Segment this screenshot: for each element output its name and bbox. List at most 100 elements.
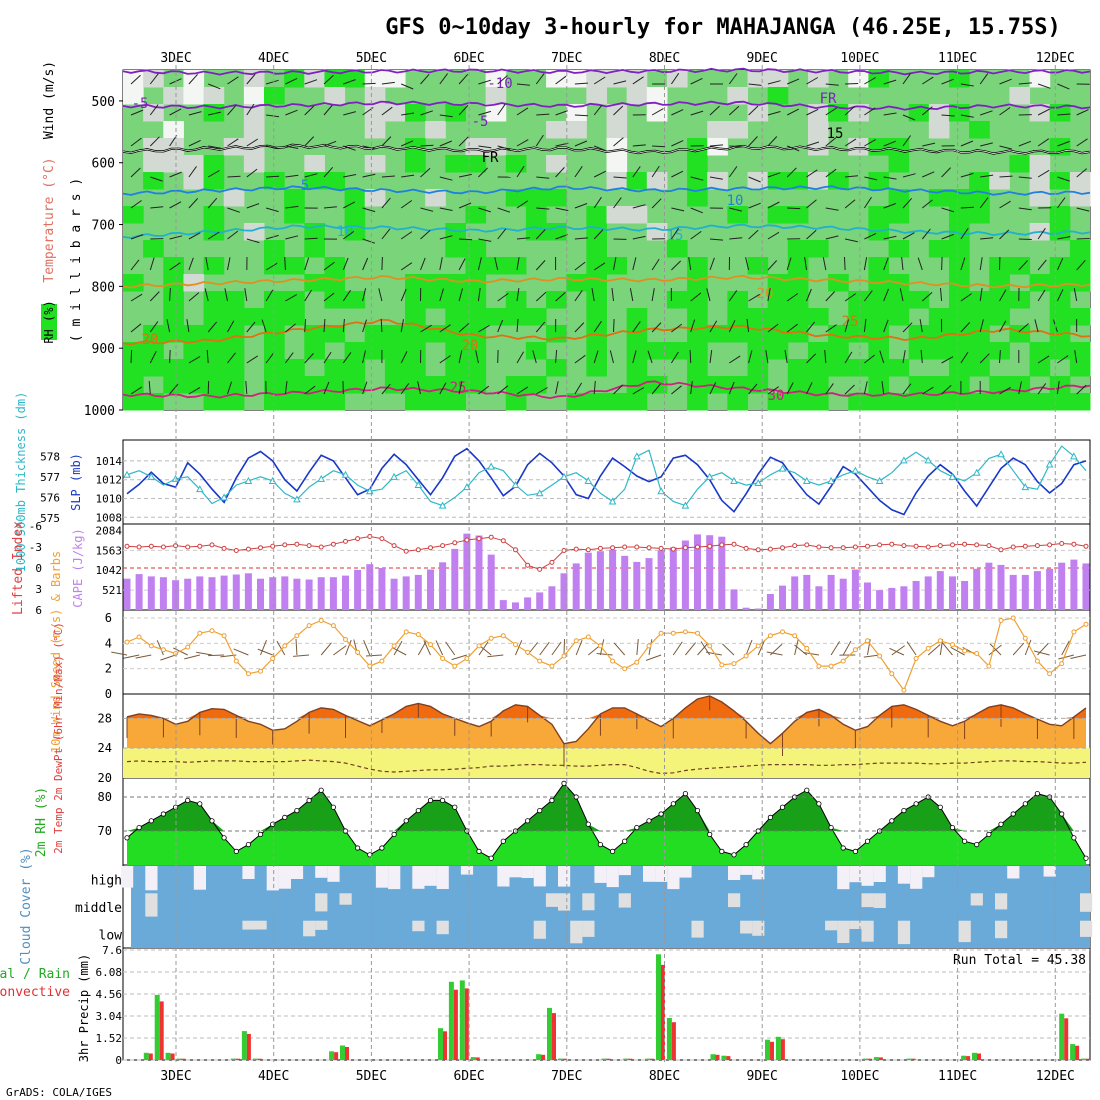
cape-bar bbox=[1082, 563, 1090, 610]
wind-speed-point bbox=[937, 638, 943, 644]
rh-shade-cell bbox=[546, 155, 567, 173]
wind-barb bbox=[149, 291, 160, 302]
wind-barb bbox=[709, 238, 724, 241]
cloud-gap bbox=[327, 866, 340, 882]
rh2m-point bbox=[427, 797, 434, 804]
wind-barb bbox=[574, 114, 588, 117]
wind-tick-label: 4 bbox=[105, 636, 112, 650]
rh-shade-cell bbox=[787, 274, 809, 292]
wind-barb bbox=[285, 174, 299, 178]
rh-shade-cell bbox=[747, 308, 769, 326]
wind-barb bbox=[746, 319, 750, 333]
wind-barb bbox=[787, 145, 800, 152]
rh-shade-cell bbox=[868, 376, 890, 394]
wind-barb bbox=[709, 176, 723, 180]
wind-barb bbox=[670, 351, 679, 364]
rh2m-point bbox=[415, 807, 421, 814]
li-point bbox=[403, 548, 409, 554]
rh-shade-cell bbox=[163, 87, 184, 105]
li-point bbox=[355, 536, 361, 542]
wind-barb bbox=[381, 383, 391, 395]
thickness-point bbox=[827, 476, 835, 484]
wind-barb bbox=[574, 140, 588, 147]
wind-barb bbox=[632, 321, 641, 333]
wind-barb bbox=[767, 80, 781, 85]
cape-bar bbox=[645, 558, 653, 610]
wind-barb bbox=[265, 262, 278, 271]
wind-barb bbox=[130, 74, 141, 85]
rh-shade-cell bbox=[626, 87, 648, 105]
rh-shade-cell bbox=[485, 104, 507, 122]
wind-speed-point bbox=[258, 668, 263, 674]
wind-barb bbox=[902, 350, 906, 364]
rh-shade-cell bbox=[586, 223, 607, 241]
wind-barb bbox=[919, 319, 923, 333]
rh-shade-cell bbox=[969, 121, 990, 139]
wind-barb bbox=[149, 321, 159, 333]
rh-shade-cell bbox=[304, 393, 325, 411]
rh-shade-cell bbox=[384, 359, 406, 377]
rh-shade-cell bbox=[324, 359, 346, 377]
cape-tick-label: 1563 bbox=[96, 544, 123, 557]
rh-shade-cell bbox=[828, 172, 849, 190]
cloud-gap bbox=[558, 893, 571, 911]
wind-barb bbox=[265, 289, 274, 302]
cloud-gap bbox=[375, 866, 389, 888]
wind-barb bbox=[632, 76, 644, 85]
wind-barb bbox=[516, 237, 530, 240]
rh-shade-cell bbox=[143, 342, 164, 360]
rh-shade-cell bbox=[888, 308, 910, 326]
cape-bar bbox=[669, 547, 677, 610]
wind-barb bbox=[806, 288, 812, 302]
rh-shade-cell bbox=[767, 274, 789, 292]
wind-barb bbox=[613, 318, 615, 333]
wind-barb bbox=[671, 170, 684, 178]
cape-bar bbox=[1009, 574, 1017, 610]
rh-shade-cell bbox=[989, 308, 1010, 326]
wind-barb bbox=[186, 319, 190, 333]
wind-barb bbox=[652, 145, 666, 148]
wind-barb bbox=[901, 257, 904, 271]
wind-barb bbox=[748, 105, 759, 116]
cape-ylabel-group: Lifted Index bbox=[11, 521, 26, 615]
rh2m-point bbox=[524, 818, 531, 824]
cape-bar bbox=[354, 569, 362, 610]
wind-barb bbox=[999, 320, 1007, 333]
wind-barb bbox=[207, 197, 218, 209]
contour-label: 25 bbox=[842, 314, 859, 330]
wind-tick-label: 2 bbox=[105, 662, 112, 676]
thickness-point bbox=[438, 501, 447, 509]
rh-shade-cell bbox=[969, 206, 990, 224]
cloud-gap bbox=[861, 866, 874, 886]
wind-barb bbox=[980, 142, 993, 147]
wind-barb bbox=[629, 288, 634, 302]
rh-shade-cell bbox=[405, 393, 426, 411]
cloud-gap bbox=[582, 893, 595, 911]
wind-barb bbox=[864, 232, 877, 240]
rh-shade-cell bbox=[445, 240, 466, 258]
rh-shade-cell bbox=[445, 308, 466, 326]
wind-barb bbox=[822, 257, 827, 271]
rh-tick-label: 80 bbox=[98, 790, 112, 804]
cape-bar bbox=[621, 555, 629, 610]
rh-shade-cell bbox=[364, 104, 386, 122]
rh-shade-cell bbox=[223, 325, 245, 343]
cape-bar bbox=[172, 580, 180, 610]
wind-barb bbox=[478, 79, 491, 85]
rh-shade-cell bbox=[948, 376, 970, 394]
precip-total-bar bbox=[165, 1052, 171, 1060]
wind-barb bbox=[670, 73, 680, 85]
wind-barb bbox=[458, 136, 469, 147]
rh-shade-cell bbox=[948, 240, 970, 258]
rh-shade-cell bbox=[223, 359, 245, 377]
wind-barb-10m bbox=[363, 640, 371, 656]
upper-ylabel-group: Wind (m/s)Temperature (°C)RH (%) bbox=[41, 61, 57, 344]
wind-barb bbox=[845, 83, 859, 85]
li-point bbox=[488, 534, 494, 540]
wind-barb bbox=[825, 291, 836, 302]
wind-barb bbox=[863, 381, 868, 395]
wind-barb-10m bbox=[276, 640, 286, 656]
wind-barb bbox=[169, 383, 179, 395]
rh-shade-cell bbox=[344, 359, 366, 377]
rh-shade-cell bbox=[284, 359, 305, 377]
